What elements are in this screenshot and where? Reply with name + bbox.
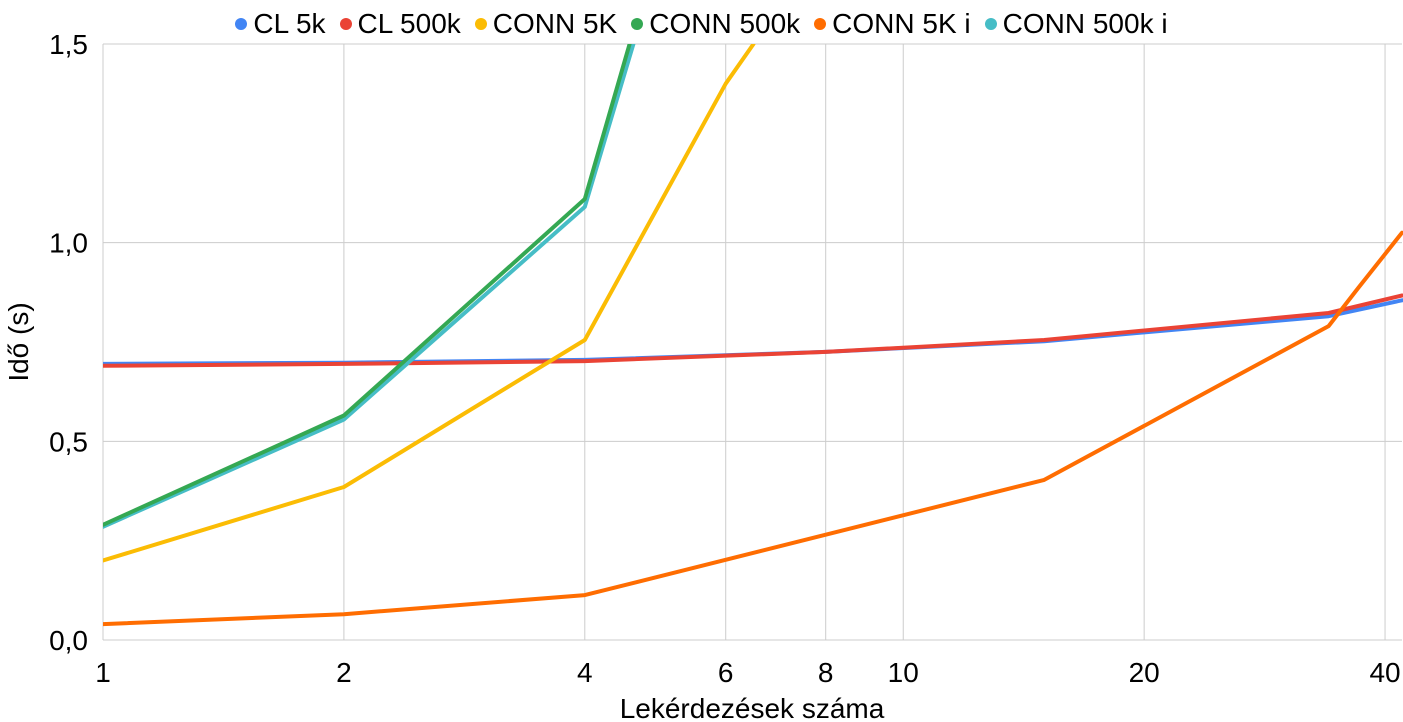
x-tick-label: 4 [577,657,593,688]
x-tick-label: 6 [718,657,734,688]
x-tick-label: 8 [818,657,834,688]
y-tick-label: 1,5 [49,29,88,60]
legend-item: CONN 5K i [814,8,971,40]
x-tick-label: 40 [1369,657,1400,688]
legend-marker [235,18,248,30]
x-axis-title: Lekérdezések száma [620,693,885,722]
legend-marker [984,18,997,30]
y-tick-labels: 0,0 0,5 1,0 1,5 [49,29,88,656]
legend-label: CONN 5K i [832,8,971,39]
legend-marker [814,18,827,30]
legend-label: CONN 500k i [1002,8,1168,39]
x-tick-label: 1 [95,657,111,688]
y-tick-label: 0,5 [49,426,88,457]
legend-marker [339,18,352,30]
y-tick-label: 0,0 [49,625,88,656]
x-tick-labels: 1 2 4 6 8 10 20 40 [95,657,1400,688]
legend-item: CONN 5K [474,8,618,40]
series-line-cl-500k [103,293,1403,368]
series-line-conn-5k [103,44,756,563]
x-tick-label: 2 [336,657,352,688]
series-line-conn-500k-i [103,44,636,529]
legend-marker [474,18,487,30]
legend-item: CL 5k [235,8,326,40]
series-line-conn-5k-i [103,230,1403,627]
legend-label: CL 500k [357,8,461,39]
series-lines [103,44,1403,627]
legend-label: CONN 5K [492,8,618,39]
gridlines [102,43,1402,641]
legend-marker [631,18,644,30]
legend-label: CL 5k [253,8,326,39]
legend-item: CONN 500k i [984,8,1168,40]
legend-item: CL 500k [339,8,461,40]
x-tick-label: 10 [888,657,919,688]
x-tick-label: 20 [1129,657,1160,688]
series-line-conn-500k [103,44,632,527]
legend-label: CONN 500k [649,8,801,39]
chart-legend: CL 5k CL 500k CONN 5K CONN 500k CONN 5K i CON… [0,6,1403,42]
y-axis-title: Idő (s) [3,302,34,381]
legend-item: CONN 500k [631,8,800,40]
y-tick-label: 1,0 [49,228,88,259]
